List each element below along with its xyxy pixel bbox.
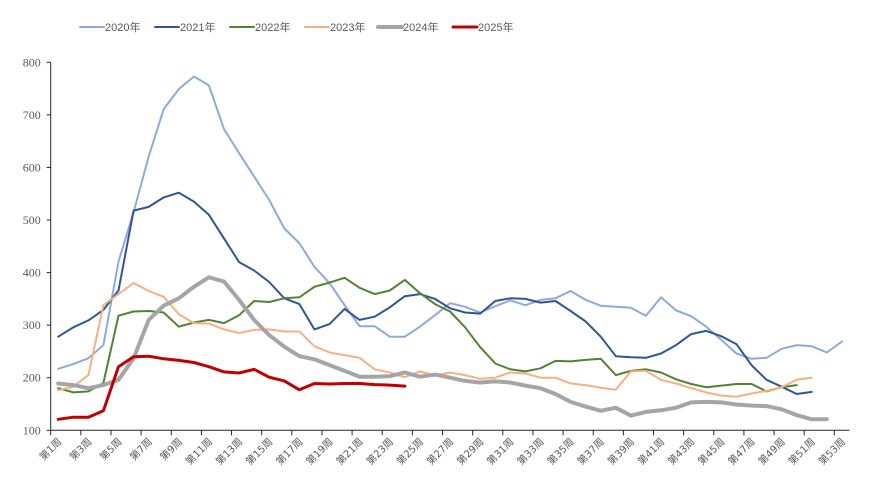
x-tick-label: 第17周 bbox=[273, 435, 305, 467]
legend: 2020年 2021年 2022年 2023年 2024年 2025年 bbox=[79, 20, 513, 34]
x-tick-label: 第9周 bbox=[157, 435, 185, 463]
y-tick-label: 100 bbox=[23, 423, 41, 437]
legend-label: 2024年 bbox=[403, 20, 438, 34]
x-tick-label: 第47周 bbox=[725, 435, 757, 467]
x-tick-label: 第35周 bbox=[544, 435, 576, 467]
y-tick-label: 200 bbox=[23, 371, 41, 385]
x-tick-label: 第23周 bbox=[364, 435, 396, 467]
series-line bbox=[57, 276, 798, 394]
x-tick-label: 第21周 bbox=[333, 435, 365, 467]
legend-item: 2022年 bbox=[229, 20, 290, 34]
series-2022 bbox=[57, 276, 798, 394]
legend-item: 2023年 bbox=[304, 20, 365, 34]
x-tick-label: 第13周 bbox=[213, 435, 245, 467]
x-tick-label: 第51周 bbox=[786, 435, 818, 467]
x-tick-label: 第33周 bbox=[514, 435, 546, 467]
y-tick-label: 800 bbox=[23, 55, 41, 69]
legend-label: 2020年 bbox=[105, 20, 140, 34]
x-tick-label: 第19周 bbox=[303, 435, 335, 467]
x-tick-label: 第53周 bbox=[816, 435, 848, 467]
y-tick-label: 700 bbox=[23, 108, 41, 122]
legend-item: 2020年 bbox=[79, 20, 140, 34]
series-2024 bbox=[56, 275, 829, 422]
series-line bbox=[56, 275, 829, 422]
series-2025 bbox=[56, 354, 407, 421]
y-tick-label: 400 bbox=[23, 266, 41, 280]
x-tick-label: 第41周 bbox=[635, 435, 667, 467]
legend-label: 2022年 bbox=[255, 20, 290, 34]
legend-item: 2025年 bbox=[451, 20, 513, 34]
x-tick-label: 第31周 bbox=[484, 435, 516, 467]
x-axis: 第1周 第3周 第5周 第7周 第9周 第11周 第13周 第15周 第17周 第19周 第21周第… bbox=[37, 429, 850, 468]
x-tick-label: 第7周 bbox=[127, 435, 155, 463]
x-tick-label: 第11周 bbox=[183, 435, 215, 467]
series-line bbox=[56, 354, 407, 421]
y-tick-label: 500 bbox=[23, 213, 41, 227]
y-tick-label: 600 bbox=[23, 160, 41, 174]
y-tick-label: 300 bbox=[23, 318, 41, 332]
x-tick-label: 第45周 bbox=[695, 435, 727, 467]
x-tick-label: 第3周 bbox=[67, 435, 95, 463]
series-2021 bbox=[57, 191, 813, 395]
legend-label: 2021年 bbox=[180, 20, 215, 34]
x-tick-label: 第39周 bbox=[605, 435, 637, 467]
legend-label: 2025年 bbox=[478, 20, 513, 34]
x-tick-label: 第5周 bbox=[97, 435, 125, 463]
x-tick-label: 第1周 bbox=[37, 435, 65, 463]
legend-item: 2021年 bbox=[154, 20, 215, 34]
y-axis: 100 200 300 400 500 600 700 800 bbox=[23, 55, 52, 437]
series-layer bbox=[56, 75, 843, 422]
legend-item: 2024年 bbox=[376, 20, 438, 34]
series-line bbox=[57, 75, 843, 370]
x-tick-label: 第15周 bbox=[243, 435, 275, 467]
x-tick-label: 第29周 bbox=[454, 435, 486, 467]
legend-label: 2023年 bbox=[330, 20, 365, 34]
x-tick-label: 第43周 bbox=[665, 435, 697, 467]
series-line bbox=[57, 191, 813, 395]
x-tick-label: 第27周 bbox=[424, 435, 456, 467]
x-tick-label: 第25周 bbox=[394, 435, 426, 467]
x-tick-label: 第37周 bbox=[575, 435, 607, 467]
x-tick-label: 第49周 bbox=[755, 435, 787, 467]
